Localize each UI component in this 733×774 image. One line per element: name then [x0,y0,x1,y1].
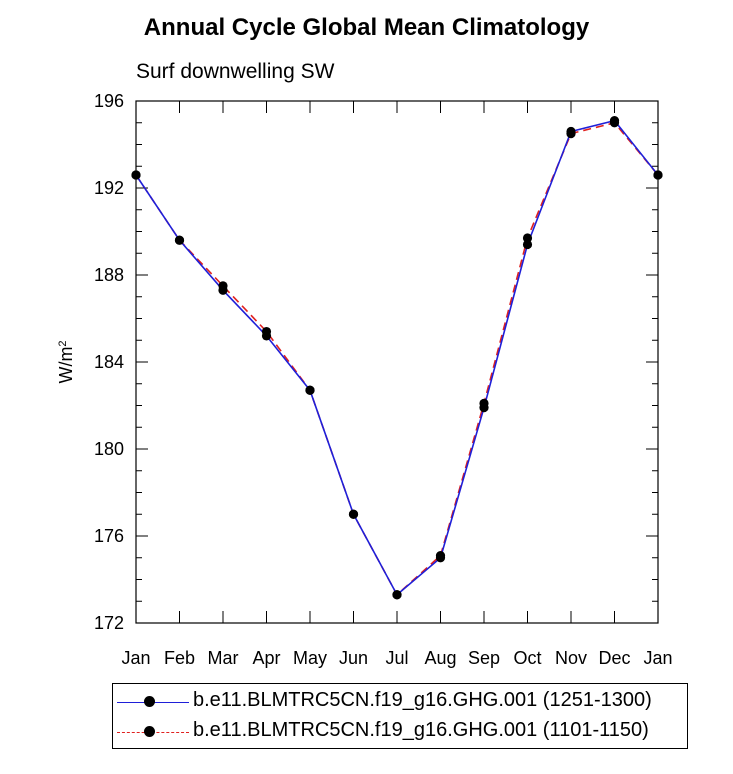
x-tick-label: Sep [468,648,500,668]
data-point [261,326,272,337]
data-point [522,239,533,250]
data-point [479,398,489,408]
data-point [348,509,359,519]
series-line [135,121,659,596]
x-tick-label: Mar [208,648,239,668]
x-tick-label: Jan [643,648,672,668]
x-tick-label: Apr [252,648,280,668]
data-point [522,233,533,243]
data-point [305,385,315,395]
series-points [131,115,663,600]
data-point [218,281,228,291]
legend-marker [144,696,155,707]
line-chart: Jan Feb Mar Apr May Jun Jul Aug Sep Oct Nov Dec Jan … [56,91,673,668]
y-axis-label: W/m2 [56,340,76,383]
x-tick-label: Jan [121,648,150,668]
chart-subtitle: Surf downwelling SW [136,60,335,83]
legend-item: b.e11.BLMTRC5CN.f19_g16.GHG.001 (1251-13… [113,689,687,717]
x-tick-label: May [293,648,327,668]
y-tick-label: 188 [94,265,124,285]
x-tick-label: Jul [385,648,408,668]
legend-label: b.e11.BLMTRC5CN.f19_g16.GHG.001 (1251-13… [193,689,652,711]
legend: b.e11.BLMTRC5CN.f19_g16.GHG.001 (1251-13… [112,683,688,749]
axis-ticks [135,100,659,624]
data-point [435,550,446,561]
x-tick-label: Feb [164,648,195,668]
data-point [392,590,402,600]
plot-frame [135,100,659,624]
data-point [174,235,185,245]
chart-title: Annual Cycle Global Mean Climatology [143,14,590,41]
plot-border [135,100,659,624]
y-tick-label: 176 [94,526,124,546]
y-tick-label: 192 [94,178,124,198]
legend-label: b.e11.BLMTRC5CN.f19_g16.GHG.001 (1101-11… [193,719,649,741]
x-tick-labels: Jan Feb Mar Apr May Jun Jul Aug Sep Oct Nov Dec Jan [121,648,672,668]
y-tick-label: 196 [94,91,124,111]
legend-item: b.e11.BLMTRC5CN.f19_g16.GHG.001 (1101-11… [113,719,687,747]
y-tick-label: 184 [94,352,124,372]
data-point [653,170,663,180]
data-point [566,129,576,139]
y-tick-label: 172 [94,613,124,633]
legend-marker [144,726,155,737]
data-point [609,118,620,128]
series-lines [135,119,659,596]
x-tick-label: Jun [339,648,368,668]
x-tick-label: Aug [424,648,456,668]
y-tick-labels: 172 176 180 184 188 192 196 [94,91,124,633]
x-tick-label: Dec [598,648,630,668]
x-tick-label: Nov [555,648,587,668]
series-line [135,119,659,596]
y-tick-label: 180 [94,439,124,459]
data-point [131,170,141,180]
x-tick-label: Oct [513,648,541,668]
